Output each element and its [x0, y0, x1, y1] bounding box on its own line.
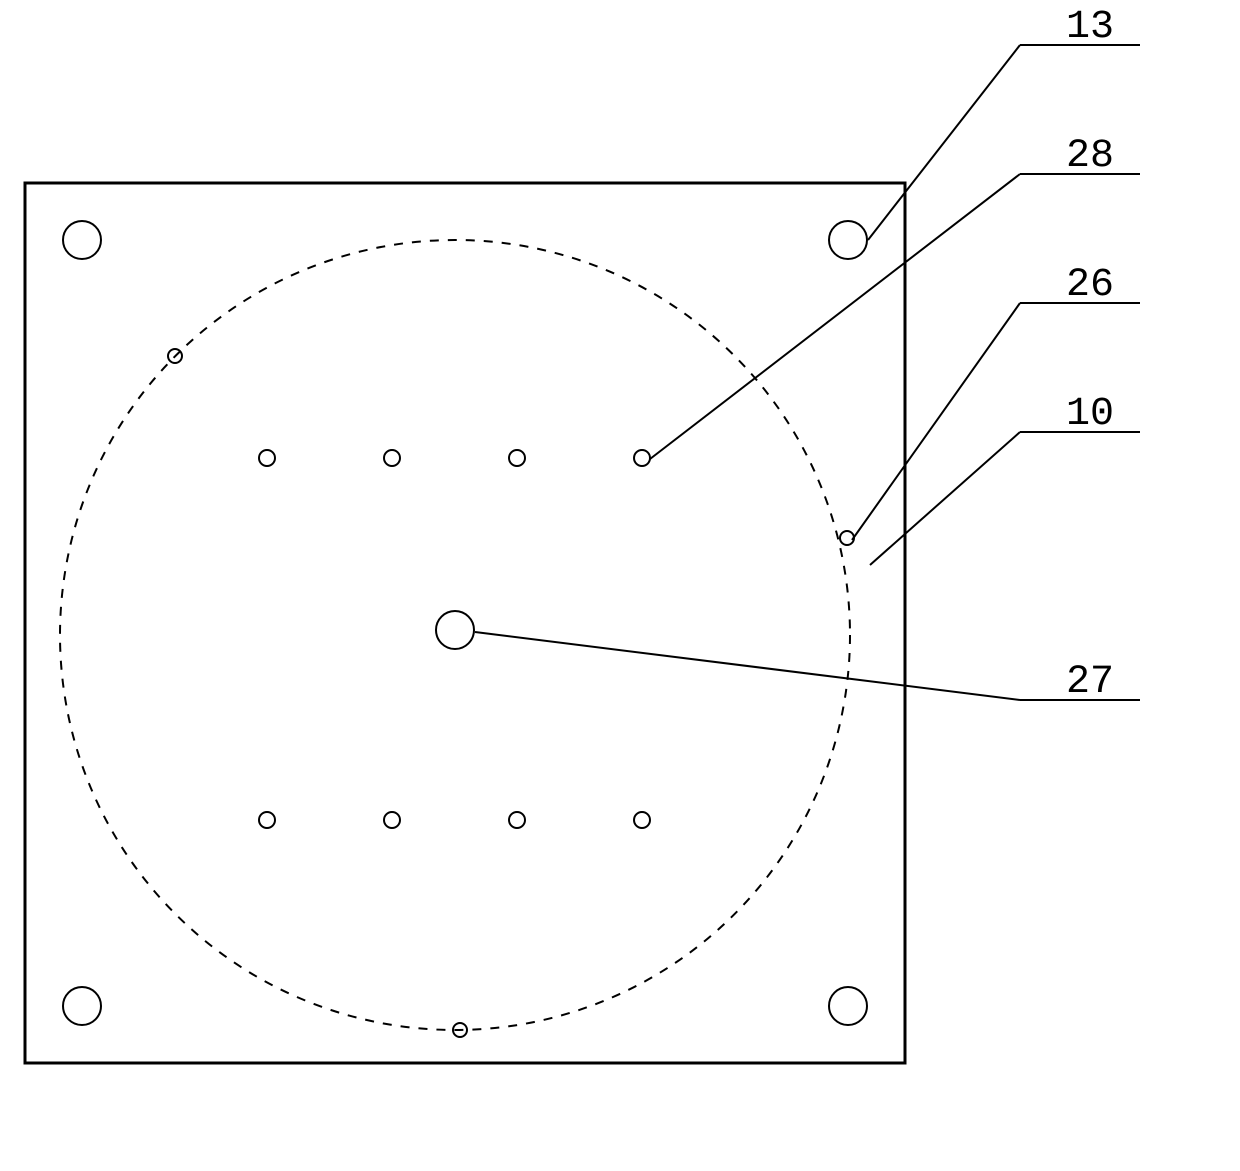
leader-line	[868, 45, 1020, 240]
corner-hole	[829, 221, 867, 259]
leader-line	[650, 174, 1020, 459]
corner-hole	[829, 987, 867, 1025]
grid-hole	[259, 450, 275, 466]
grid-hole	[509, 812, 525, 828]
corner-hole	[63, 221, 101, 259]
outer-plate	[25, 183, 905, 1063]
leader-line	[870, 432, 1020, 565]
callout-label: 10	[1066, 392, 1114, 437]
grid-hole	[509, 450, 525, 466]
grid-hole	[634, 812, 650, 828]
technical-diagram: 13 28 26 10 27	[0, 0, 1240, 1171]
leader-line	[475, 632, 1020, 700]
leader-line	[852, 303, 1020, 540]
corner-hole	[63, 987, 101, 1025]
callout-label: 26	[1066, 263, 1114, 308]
callout-label: 28	[1066, 134, 1114, 179]
grid-hole	[384, 450, 400, 466]
callout-label: 13	[1066, 5, 1114, 50]
grid-hole	[634, 450, 650, 466]
center-hole	[436, 611, 474, 649]
perimeter-hole	[840, 531, 854, 545]
callout-label: 27	[1066, 660, 1114, 705]
grid-hole	[384, 812, 400, 828]
dashed-boundary-circle	[60, 240, 850, 1030]
grid-hole	[259, 812, 275, 828]
